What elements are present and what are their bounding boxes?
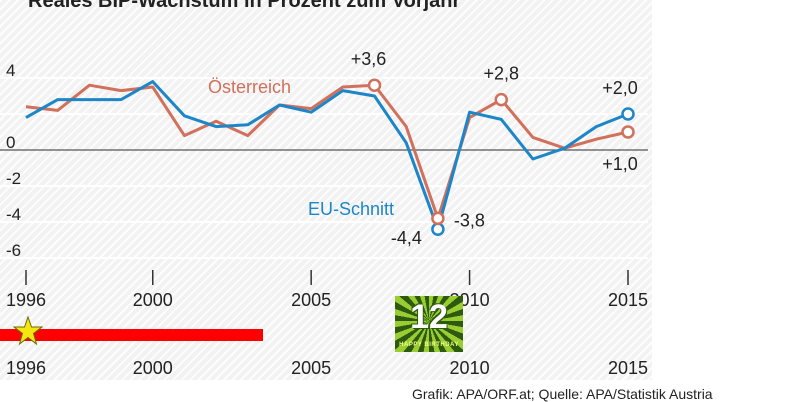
timeline-year-label: 2005 bbox=[291, 358, 331, 378]
data-label: +3,6 bbox=[351, 49, 387, 69]
x-tick-label: 2015 bbox=[608, 290, 648, 310]
data-point-marker bbox=[621, 107, 635, 121]
x-tick-label: 2005 bbox=[291, 290, 331, 310]
data-label: -4,4 bbox=[391, 228, 422, 248]
x-tick-label: 1996 bbox=[6, 290, 46, 310]
x-tick-label: 2000 bbox=[133, 290, 173, 310]
y-tick-label: -6 bbox=[6, 241, 21, 260]
source-credit: Grafik: APA/ORF.at; Quelle: APA/Statisti… bbox=[412, 386, 713, 402]
badge-rays bbox=[395, 296, 463, 352]
data-label: +1,0 bbox=[602, 154, 638, 174]
series-line-eu bbox=[25, 80, 629, 231]
data-label: +2,0 bbox=[602, 78, 638, 98]
data-label: -3,8 bbox=[454, 210, 485, 230]
timeline-year-label: 2015 bbox=[608, 358, 648, 378]
chart-panel: 4 0 -2 -4 -6 1996 2000 2005 2010 2015 1996 2000 2005… bbox=[0, 0, 652, 380]
data-label: +2,8 bbox=[483, 64, 519, 84]
series-label-austria: Österreich bbox=[208, 77, 291, 97]
series-line-austria bbox=[25, 83, 629, 220]
timeline-year-label: 2000 bbox=[133, 358, 173, 378]
badge-text: HAPPY BIRTHDAY bbox=[399, 342, 459, 348]
star-icon bbox=[13, 316, 43, 346]
birthday-badge: 12 HAPPY BIRTHDAY bbox=[395, 296, 463, 352]
chart-title: Reales BIP-Wachstum in Prozent zum Vorja… bbox=[28, 0, 461, 12]
y-tick-label: -2 bbox=[6, 169, 21, 188]
badge-number: 12 bbox=[410, 298, 448, 336]
data-point-marker bbox=[621, 125, 635, 139]
data-point-marker bbox=[431, 222, 445, 236]
timeline-year-label: 2010 bbox=[450, 358, 490, 378]
gdp-growth-chart: 4 0 -2 -4 -6 1996 2000 2005 2010 2015 1996 2000 2005… bbox=[0, 49, 648, 378]
data-point-marker bbox=[431, 211, 445, 226]
data-point-marker bbox=[494, 92, 509, 107]
y-tick-label: 4 bbox=[6, 61, 15, 80]
y-tick-label: 0 bbox=[6, 133, 15, 152]
series-label-eu: EU-Schnitt bbox=[308, 199, 394, 219]
y-tick-label: -4 bbox=[6, 205, 21, 224]
timeline-progress-bar bbox=[0, 329, 263, 341]
timeline-year-label: 1996 bbox=[6, 358, 46, 378]
data-point-marker bbox=[367, 78, 382, 92]
